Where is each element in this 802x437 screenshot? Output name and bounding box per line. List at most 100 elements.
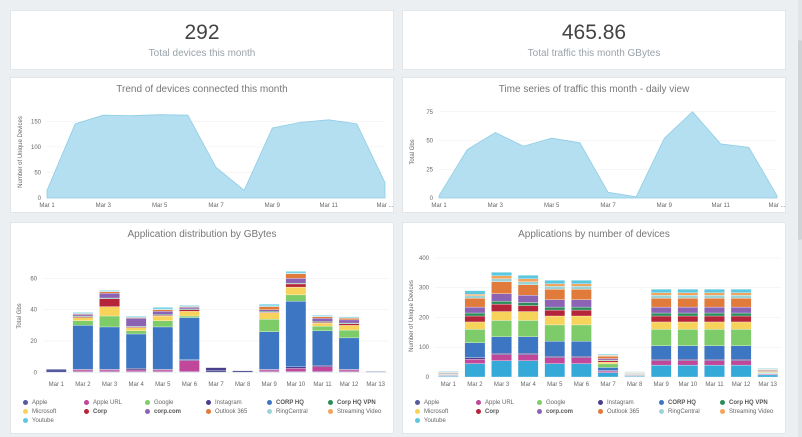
bar-segment bbox=[704, 329, 725, 346]
bar-segment bbox=[491, 336, 512, 354]
bar-segment bbox=[72, 320, 94, 326]
bar-segment bbox=[152, 309, 174, 312]
trend-chart[interactable]: 0 50 100 150 Mar 1 Mar 3 Mar 5 Mar 7 Mar 9 Mar 11… bbox=[11, 78, 395, 214]
legend-item[interactable]: Apple URL bbox=[84, 399, 122, 408]
legend-item[interactable]: Instagram bbox=[206, 399, 242, 408]
x-tick-label: Mar 10 bbox=[679, 382, 698, 388]
legend-item[interactable]: Google bbox=[145, 399, 173, 408]
bar-segment bbox=[99, 290, 120, 292]
bar-segment bbox=[650, 295, 672, 299]
y-axis-label: Number of Unique Devices bbox=[18, 116, 24, 188]
area-series bbox=[438, 111, 778, 199]
x-tick-label: Mar 10 bbox=[287, 382, 306, 388]
bar-segment bbox=[205, 367, 227, 371]
legend-item[interactable]: Apple bbox=[23, 399, 47, 408]
x-tick-label: Mar 1 bbox=[49, 382, 65, 388]
legend-dot-icon bbox=[145, 409, 150, 414]
legend-item[interactable]: Outlook 365 bbox=[206, 408, 247, 417]
bar-segment bbox=[338, 323, 360, 326]
x-tick-label: Mar 7 bbox=[208, 382, 224, 388]
bar-segment bbox=[258, 309, 280, 312]
legend-label: CORP HQ bbox=[668, 400, 696, 406]
legend-item[interactable]: Outlook 365 bbox=[598, 408, 639, 417]
bar-segment bbox=[597, 360, 619, 363]
bar-segment bbox=[312, 366, 333, 372]
x-tick-label: Mar 11 bbox=[320, 203, 339, 209]
x-tick-label: Mar 9 bbox=[654, 382, 670, 388]
legend-item[interactable]: Youtube bbox=[415, 417, 446, 426]
trend-chart-title: Trend of devices connected this month bbox=[116, 84, 288, 95]
bar-segment bbox=[730, 295, 752, 299]
x-tick-label: Mar 7 bbox=[600, 203, 616, 209]
bar-segment bbox=[491, 303, 512, 312]
legend-item[interactable]: RingCentral bbox=[659, 408, 700, 417]
legend-item[interactable]: Corp bbox=[84, 408, 107, 417]
legend-item[interactable]: Streaming Video bbox=[328, 408, 381, 417]
legend-item[interactable]: Corp HQ VPN bbox=[720, 399, 768, 408]
bar-segment bbox=[517, 281, 539, 285]
app-devices-chart[interactable]: 0 100 200 300 400 Mar 1 Mar 2 Mar 3 Mar 4 Mar 5 Ma… bbox=[403, 223, 787, 393]
bar-segment bbox=[152, 320, 174, 328]
page-scrollbar[interactable] bbox=[798, 0, 802, 437]
bar-segment bbox=[730, 358, 752, 361]
legend-label: Youtube bbox=[424, 418, 446, 424]
legend-item[interactable]: Streaming Video bbox=[720, 408, 773, 417]
y-tick-label: 25 bbox=[426, 167, 433, 173]
bar-segment bbox=[285, 300, 307, 367]
bar-segment bbox=[730, 360, 752, 366]
legend-item[interactable]: Google bbox=[537, 399, 565, 408]
bar-segment bbox=[571, 363, 592, 378]
bar-segment bbox=[99, 326, 120, 370]
bar-segment bbox=[597, 367, 619, 371]
kpi-traffic-label: Total traffic this month GBytes bbox=[527, 48, 661, 59]
bar-segment bbox=[491, 360, 512, 378]
legend-dot-icon bbox=[659, 409, 664, 414]
bar-segment bbox=[597, 363, 619, 368]
bar-segment bbox=[179, 304, 200, 306]
legend-item[interactable]: Instagram bbox=[598, 399, 634, 408]
x-tick-label: Mar 8 bbox=[627, 382, 643, 388]
bar-segment bbox=[338, 329, 360, 339]
legend-item[interactable]: Apple bbox=[415, 399, 439, 408]
bar-segment bbox=[464, 321, 486, 330]
bar-segment bbox=[730, 321, 752, 330]
legend-item[interactable]: Microsoft bbox=[415, 408, 448, 417]
bar-segment bbox=[464, 297, 486, 308]
legend-item[interactable]: CORP HQ bbox=[267, 399, 304, 408]
x-tick-label: Mar 7 bbox=[208, 203, 224, 209]
kpi-devices-label: Total devices this month bbox=[148, 48, 256, 59]
bar-segment bbox=[517, 284, 539, 296]
app-gb-chart[interactable]: 0 20 40 60 Mar 1 Mar 2 Mar 3 Mar 4 Mar 5 Mar 6 Mar… bbox=[11, 223, 395, 393]
legend-label: Outlook 365 bbox=[607, 409, 640, 415]
bar-segment bbox=[99, 291, 120, 294]
bar-segment bbox=[464, 315, 486, 323]
legend-dot-icon bbox=[415, 409, 420, 414]
bar-segment bbox=[312, 330, 333, 366]
legend-label: Instagram bbox=[215, 400, 242, 406]
traffic-chart[interactable]: 0 25 50 75 Mar 1 Mar 3 Mar 5 Mar 7 Mar 9 Mar 11 Ma… bbox=[403, 78, 787, 214]
legend-item[interactable]: Microsoft bbox=[23, 408, 56, 417]
legend-item[interactable]: Apple URL bbox=[476, 399, 514, 408]
legend-item[interactable]: corp.com bbox=[537, 408, 573, 417]
app-gb-legend: Apple Apple URL Google Instagram CORP HQ Corp… bbox=[23, 399, 385, 429]
bar-segment bbox=[125, 327, 147, 332]
legend-item[interactable]: CORP HQ bbox=[659, 399, 696, 408]
bar-segment bbox=[571, 341, 592, 357]
legend-label: Streaming Video bbox=[337, 409, 382, 415]
scrollbar-thumb[interactable] bbox=[798, 40, 802, 240]
legend-dot-icon bbox=[415, 418, 420, 423]
legend-item[interactable]: Youtube bbox=[23, 417, 54, 426]
legend-item[interactable]: Corp HQ VPN bbox=[328, 399, 376, 408]
bar-segment bbox=[338, 369, 360, 372]
bar-segment bbox=[517, 336, 539, 354]
bar-segment bbox=[365, 371, 386, 373]
legend-item[interactable]: RingCentral bbox=[267, 408, 308, 417]
bar-segment bbox=[704, 297, 725, 308]
bar-segment bbox=[285, 271, 307, 274]
x-tick-label: Mar ... bbox=[376, 203, 393, 209]
bar-segment bbox=[597, 372, 619, 378]
y-tick-label: 100 bbox=[31, 145, 42, 151]
legend-item[interactable]: corp.com bbox=[145, 408, 181, 417]
bar-segment bbox=[491, 275, 512, 279]
legend-item[interactable]: Corp bbox=[476, 408, 499, 417]
